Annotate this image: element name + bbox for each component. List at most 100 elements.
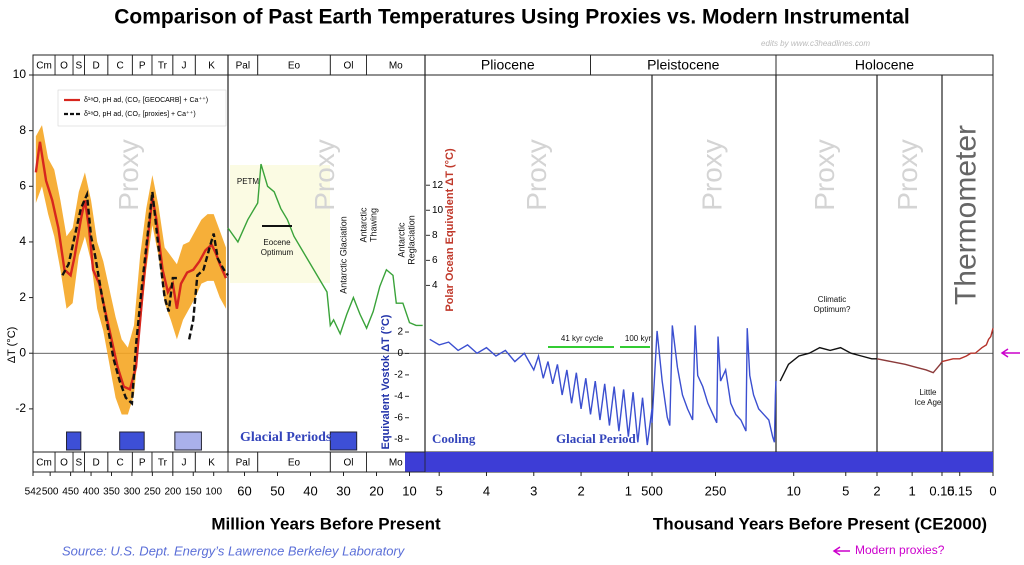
annotation: 41 kyr cycle xyxy=(561,334,604,343)
annotation: Thawing xyxy=(368,208,378,242)
annotation: Eocene xyxy=(263,238,291,247)
period-label: C xyxy=(116,458,123,469)
panel-label: Thermometer xyxy=(949,125,982,305)
glacial-box xyxy=(119,431,145,451)
bottom-bar xyxy=(405,452,993,472)
glacial-box xyxy=(329,431,358,451)
arrow xyxy=(832,546,850,556)
annotation: Glacial Period xyxy=(556,431,637,446)
x-tick-label: 5 xyxy=(436,483,443,498)
highlight-box xyxy=(230,165,330,283)
annotation: Antarctic xyxy=(358,207,368,243)
period-label: Pliocene xyxy=(481,57,535,73)
panel-label: Proxy xyxy=(309,139,340,211)
annotation: 100 kyr xyxy=(625,334,652,343)
x-tick-label: 500 xyxy=(641,483,663,498)
x-tick-label: 10 xyxy=(402,483,416,498)
annotation: Little xyxy=(920,388,937,397)
data-line xyxy=(779,346,877,382)
period-label: Pal xyxy=(236,61,250,72)
y2-tick-label: 4 xyxy=(432,280,438,291)
x-axis-title: Thousand Years Before Present (CE2000) xyxy=(653,514,987,533)
y2-tick-label: 8 xyxy=(432,230,438,241)
x-tick-label: 500 xyxy=(42,487,59,498)
data-line xyxy=(941,328,994,363)
x-tick-label: 30 xyxy=(336,483,350,498)
annotation: Ice Age xyxy=(915,398,942,407)
y-tick-label: 6 xyxy=(19,178,26,192)
chart-title: Comparison of Past Earth Temperatures Us… xyxy=(114,6,909,29)
x-tick-label: 450 xyxy=(62,487,79,498)
y2-tick-label: 10 xyxy=(432,205,444,216)
x-tick-label: 2 xyxy=(577,483,584,498)
error-band xyxy=(35,125,226,415)
y-tick-label: 10 xyxy=(13,67,27,81)
annotation: Reglaciation xyxy=(406,215,416,265)
period-cell xyxy=(366,451,426,473)
period-label: D xyxy=(93,61,100,72)
data-line xyxy=(61,189,229,406)
period-label: O xyxy=(60,61,68,72)
x-tick-label: 0 xyxy=(989,483,996,498)
data-line xyxy=(429,338,653,446)
y3-tick-label: -2 xyxy=(394,370,403,381)
annotation: Cooling xyxy=(432,431,476,446)
x-tick-label: 3 xyxy=(530,483,537,498)
period-cell xyxy=(775,54,994,76)
x-tick-label: 1 xyxy=(625,483,632,498)
y2-axis-title: Polar Ocean Equivalent ΔT (°C) xyxy=(444,148,456,312)
y-tick-label: 4 xyxy=(19,234,26,248)
arrow xyxy=(1000,348,1020,358)
period-label: Pleistocene xyxy=(647,57,720,73)
y-tick-label: 0 xyxy=(19,345,26,359)
x-tick-label: 1 xyxy=(909,483,916,498)
y-tick-label: 8 xyxy=(19,123,26,137)
x-tick-label: 60 xyxy=(237,483,251,498)
panel-label: Proxy xyxy=(521,139,552,211)
y2-tick-label: 6 xyxy=(432,255,438,266)
y-tick-label: 2 xyxy=(19,290,26,304)
y-axis-title: ΔT (°C) xyxy=(6,327,18,364)
annotation: Antarctic xyxy=(396,222,406,258)
x-tick-label: 542 xyxy=(25,487,42,498)
x-tick-label: 150 xyxy=(185,487,202,498)
period-label: K xyxy=(208,458,215,469)
x-tick-label: 50 xyxy=(270,483,284,498)
x-tick-label: 250 xyxy=(144,487,161,498)
credit: edits by www.c3headlines.com xyxy=(761,39,870,48)
period-label: Mo xyxy=(389,61,403,72)
x-tick-label: 200 xyxy=(164,487,181,498)
x-tick-label: 100 xyxy=(205,487,222,498)
x-tick-label: 4 xyxy=(483,483,490,498)
period-label: Cm xyxy=(36,458,52,469)
period-label: D xyxy=(93,458,100,469)
period-label: Ol xyxy=(343,61,353,72)
legend-box xyxy=(57,89,227,127)
x-tick-label: 250 xyxy=(705,483,727,498)
y3-axis-title: Equivalent Vostok ΔT (°C) xyxy=(380,314,392,449)
x-axis-title: Million Years Before Present xyxy=(211,514,441,533)
x-tick-label: 350 xyxy=(103,487,120,498)
period-label: S xyxy=(75,61,82,72)
period-label: Eo xyxy=(288,458,301,469)
x-tick-label: 0.15 xyxy=(947,483,972,498)
y3-tick-label: -6 xyxy=(394,412,403,423)
period-label: K xyxy=(208,61,215,72)
x-tick-label: 300 xyxy=(124,487,141,498)
panel-label: Proxy xyxy=(113,139,144,211)
period-label: Eo xyxy=(288,61,301,72)
annotation: PETM xyxy=(237,177,260,186)
period-label: Tr xyxy=(158,61,168,72)
y3-tick-label: 2 xyxy=(397,327,403,338)
arrow-label: Modern proxies? xyxy=(855,543,945,557)
period-label: Mo xyxy=(389,458,403,469)
period-label: Holocene xyxy=(855,57,914,73)
glacial-box xyxy=(174,431,202,451)
period-label: J xyxy=(182,61,187,72)
period-label: Tr xyxy=(158,458,168,469)
y2-tick-label: 12 xyxy=(432,180,444,191)
panel-label: Proxy xyxy=(696,139,727,211)
x-tick-label: 5 xyxy=(842,483,849,498)
period-label: Ol xyxy=(343,458,353,469)
